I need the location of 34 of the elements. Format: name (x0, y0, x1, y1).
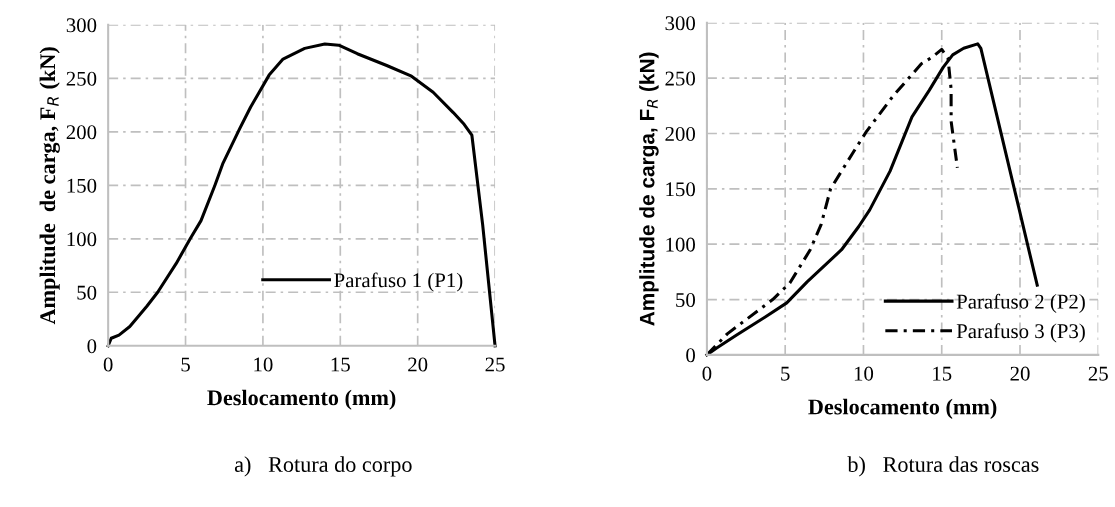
y-axis-title: Amplitude de carga, F$_{R}$ (kN) (639, 52, 659, 326)
x-tick-label: 5 (781, 366, 790, 381)
y-tick-label: 150 (67, 178, 97, 193)
y-tick-label: 250 (665, 71, 695, 86)
y-axis-title: Amplitude de carga, F$_{R}$ (kN) (39, 47, 60, 325)
y-tick-label: 300 (665, 16, 695, 31)
y-tick-label: 50 (77, 285, 97, 300)
y-tick-label: 0 (87, 339, 97, 354)
x-tick-label: 10 (254, 357, 273, 372)
x-axis-title: Deslocamento (mm) (207, 389, 396, 410)
legend-label: Parafuso 2 (P2) (956, 293, 1085, 313)
text: b) Rotura das roscas (847, 456, 1039, 477)
y-tick-label: 100 (67, 232, 97, 247)
x-tick-label: 5 (181, 357, 190, 372)
x-tick-label: 25 (485, 357, 505, 372)
x-tick-label: 20 (1010, 366, 1030, 381)
x-tick-label: 15 (331, 357, 350, 372)
x-tick-label: 10 (854, 366, 874, 381)
text: a) Rotura do corpo (234, 456, 412, 477)
x-tick-label: 20 (408, 357, 428, 372)
x-tick-label: 25 (1088, 366, 1108, 381)
y-tick-label: 300 (66, 18, 97, 33)
y-tick-label: 150 (666, 182, 695, 197)
x-tick-label: 0 (702, 366, 712, 381)
y-tick-label: 50 (676, 292, 695, 307)
x-axis-title: Deslocamento (mm) (808, 398, 997, 419)
x-tick-label: 0 (103, 357, 113, 372)
y-tick-label: 100 (666, 237, 695, 252)
legend-label: Parafuso 3 (P3) (956, 323, 1085, 343)
y-tick-label: 200 (665, 126, 695, 141)
y-tick-label: 200 (66, 125, 97, 140)
x-tick-label: 15 (933, 366, 952, 381)
y-tick-label: 250 (66, 71, 97, 86)
legend-label: Parafuso 1 (P1) (334, 272, 463, 292)
